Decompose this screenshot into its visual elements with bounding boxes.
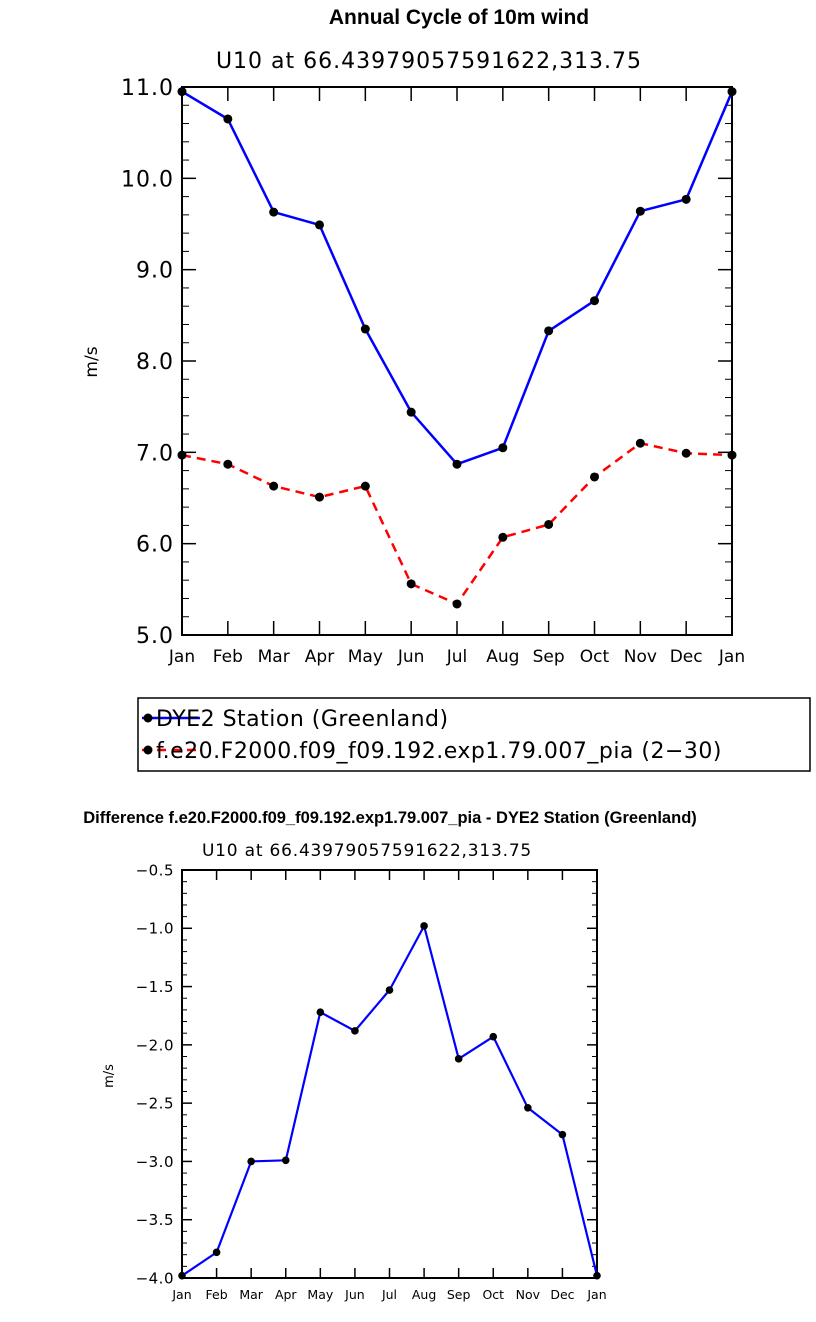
legend-label-model: f.e20.F2000.f09_f09.192.exp1.79.007_pia … (156, 739, 722, 764)
chart1-ytick-label: 8.0 (136, 350, 174, 375)
chart2-xtick-label: Jul (381, 1287, 397, 1302)
chart2-ytick-label: −2.5 (136, 1095, 174, 1113)
chart2-xtick-label: Sep (447, 1287, 471, 1302)
chart1-series-1-point (406, 579, 416, 589)
chart1-ytick-label: 7.0 (136, 441, 174, 466)
chart2-xtick-label: Jun (344, 1287, 365, 1302)
chart2-xtick-label: Aug (412, 1287, 436, 1302)
chart1-series-1-point (635, 438, 645, 448)
chart1-series-0-point (406, 407, 416, 417)
chart1-series-0-point (727, 87, 737, 97)
chart1-series-1-point (681, 448, 691, 458)
chart2-series-0-point (454, 1055, 463, 1063)
chart2-series-line-0 (181, 924, 599, 1277)
chart2-ytick-label: −1.0 (136, 920, 174, 938)
chart1-series-0-point (315, 220, 324, 230)
chart2-xtick-label: Dec (550, 1287, 574, 1302)
chart2-series-0-point (593, 1271, 601, 1280)
chart2-series-0-point (281, 1156, 290, 1165)
chart2-ytick-label: −1.5 (136, 978, 174, 996)
chart1-xtick-label: Apr (305, 647, 334, 667)
chart2-y-axis-label: m/s (102, 1064, 117, 1088)
chart1-series-0-point (544, 326, 554, 336)
chart2-xtick-label: Feb (206, 1287, 228, 1302)
chart1-series-1-point (498, 532, 508, 542)
chart1-subtitle: U10 at 66.43979057591622,313.75 (216, 49, 642, 74)
chart1-series-1-point (727, 450, 737, 460)
chart1-series-1-point (544, 519, 554, 529)
chart1-xtick-label: Aug (486, 647, 519, 667)
chart2-xtick-label: Apr (275, 1287, 297, 1302)
chart1-series-1-point (177, 450, 187, 460)
chart2-series-0-point (420, 922, 428, 930)
chart2-series-0-point (524, 1104, 532, 1112)
chart1-xtick-label: Sep (533, 647, 565, 667)
chart-difference: Difference f.e20.F2000.f09_f09.192.exp1.… (83, 809, 697, 1302)
chart1-series-0-point (590, 296, 599, 306)
chart2-ytick-label: −4.0 (136, 1269, 174, 1287)
chart1-series-1-point (452, 599, 462, 609)
chart1-series-1-point (360, 481, 370, 491)
chart1-ytick-label: 5.0 (136, 624, 174, 649)
chart2-plot-frame (181, 869, 598, 1279)
chart1-xtick-label: Jan (168, 647, 195, 667)
chart1-xtick-label: Dec (670, 647, 703, 667)
legend: DYE2 Station (Greenland) f.e20.F2000.f09… (137, 697, 811, 772)
chart2-series-0-point (212, 1248, 221, 1257)
chart1-series-0-point (177, 87, 187, 97)
chart1-xtick-label: Nov (624, 647, 657, 667)
chart2-ytick-label: −2.0 (136, 1036, 174, 1054)
chart2-series-0-point (316, 1008, 325, 1017)
chart2-series-0-point (178, 1271, 186, 1280)
chart-annual-cycle: Annual Cycle of 10m wind U10 at 66.43979… (82, 6, 745, 667)
chart1-ytick-label: 6.0 (136, 533, 174, 558)
chart1-series-1-point (315, 492, 324, 502)
chart2-series-0-point (247, 1157, 255, 1166)
chart1-series-0-point (269, 207, 279, 217)
legend-marker-dye2 (143, 713, 153, 723)
chart2-xtick-label: Mar (239, 1287, 263, 1302)
chart1-ytick-label: 10.0 (121, 167, 174, 192)
chart1-series-0-point (635, 206, 645, 216)
chart1-series-1-point (223, 459, 233, 469)
chart2-xtick-label: Oct (482, 1287, 504, 1302)
chart1-ytick-label: 9.0 (136, 259, 174, 284)
chart2-ytick-label: −0.5 (136, 861, 174, 879)
chart2-series-0-point (351, 1027, 359, 1035)
chart1-series-0-point (681, 194, 691, 204)
chart2-ytick-label: −3.5 (136, 1211, 174, 1229)
chart2-title: Difference f.e20.F2000.f09_f09.192.exp1.… (83, 809, 697, 827)
chart2-xtick-label: Nov (516, 1287, 541, 1302)
chart2-series-0-point (385, 986, 394, 994)
chart1-series-0-point (360, 324, 370, 334)
chart2-xtick-label: Jan (586, 1287, 606, 1302)
chart1-xtick-label: Jun (397, 647, 425, 667)
chart2-xtick-label: Jan (171, 1287, 191, 1302)
chart1-series-1-point (269, 481, 279, 491)
chart1-plot-frame (181, 86, 733, 636)
chart1-series-line-0 (181, 90, 734, 466)
chart1-y-axis-label: m/s (82, 346, 102, 377)
chart2-xtick-label: May (307, 1287, 333, 1302)
chart1-xtick-label: Mar (258, 647, 290, 667)
chart1-title: Annual Cycle of 10m wind (329, 6, 589, 29)
chart1-series-0-point (498, 443, 508, 453)
legend-label-dye2: DYE2 Station (Greenland) (156, 707, 449, 732)
chart1-series-0-point (452, 459, 462, 469)
chart2-series-0-point (489, 1032, 498, 1041)
chart1-xtick-label: May (348, 647, 383, 667)
chart2-subtitle: U10 at 66.43979057591622,313.75 (202, 841, 532, 861)
chart1-xtick-label: Feb (213, 647, 243, 667)
chart1-ytick-label: 11.0 (121, 76, 174, 101)
chart2-series-0-point (558, 1130, 567, 1139)
legend-marker-model (143, 745, 153, 755)
chart1-series-0-point (223, 114, 233, 124)
legend-box (137, 697, 811, 772)
chart1-xtick-label: Oct (580, 647, 610, 667)
chart1-xtick-label: Jul (446, 647, 468, 667)
chart2-ytick-label: −3.0 (136, 1153, 174, 1171)
chart1-xtick-label: Jan (718, 647, 745, 667)
chart1-series-1-point (590, 472, 599, 482)
